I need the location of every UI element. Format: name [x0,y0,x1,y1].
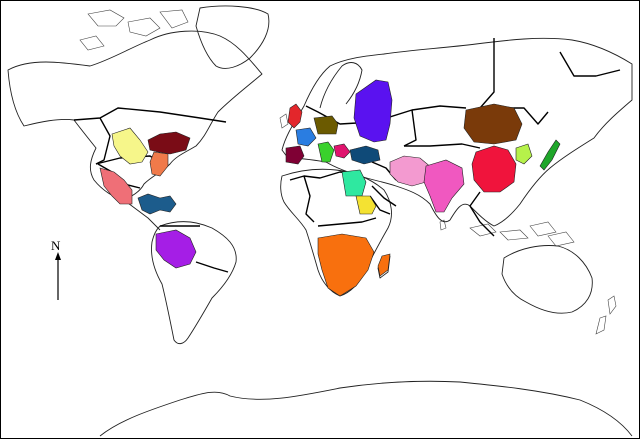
antarctica-outline [99,380,633,437]
region-brazil [155,229,197,269]
region-mongolia [463,103,523,145]
region-us-central [111,127,149,165]
highlighted-regions [99,79,561,297]
region-turkey [349,145,381,165]
border-west-africa [303,175,315,223]
sri-lanka-outline [439,219,447,231]
ireland-outline [279,113,289,129]
border-central-asia [404,143,481,149]
greenland-outline [195,5,270,69]
region-caribbean [137,193,177,215]
australia-outline [501,245,593,314]
border-russia-east [403,109,417,147]
region-sudan [355,195,377,215]
border-east-africa [369,195,391,215]
border-far-east [559,51,621,77]
new-zealand-outline [595,295,617,335]
compass-north-label: N [51,238,61,253]
region-madagascar [377,253,391,277]
region-britain [287,103,303,129]
region-india [423,159,465,213]
coastlines [7,5,633,437]
region-russia-west [353,79,393,143]
region-mexico [99,167,133,205]
arctic-islands-outline [79,9,189,51]
border-canada-east [95,117,111,165]
border-central-africa [317,217,377,227]
region-china [471,145,517,193]
region-korea [515,143,533,165]
region-egypt [341,169,367,197]
region-iberia [295,127,317,147]
north-america-outline [7,30,263,201]
region-germany [313,115,339,135]
border-southeast-asia [469,191,495,237]
region-japan [539,139,561,171]
region-balkans [333,143,351,159]
border-arabia [371,185,397,207]
eurasia-outline [281,37,633,227]
scandinavia-outline [319,62,363,109]
region-france [285,145,305,165]
region-italy [317,141,335,163]
border-canada-north [73,107,227,123]
north-arrow [55,252,61,300]
region-southern-africa [317,233,375,297]
central-america-outline [123,199,161,231]
border-brazil-south [195,261,229,273]
south-america-outline [151,221,237,345]
region-us-northeast [147,131,191,155]
indonesia-outline [469,221,575,247]
region-us-southeast [149,151,169,177]
